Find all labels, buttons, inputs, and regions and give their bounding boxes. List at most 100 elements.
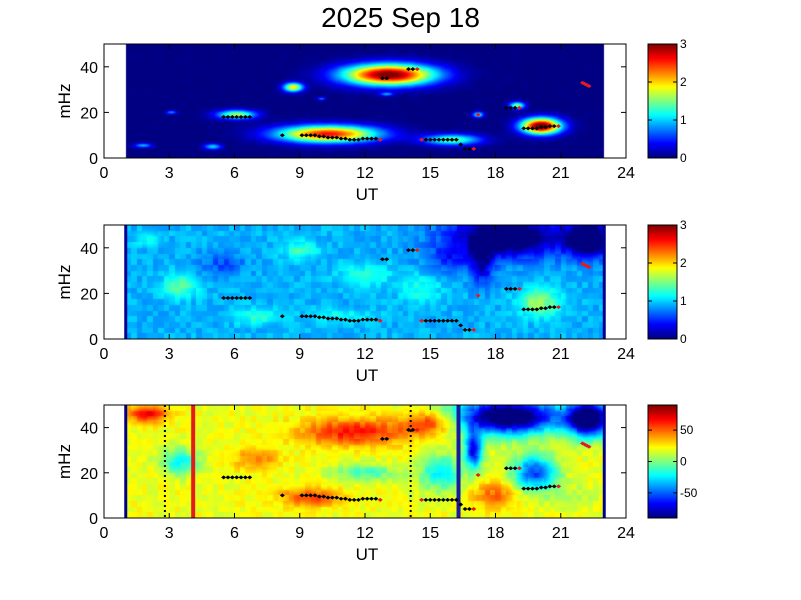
y-tick-label: 0 <box>89 151 98 168</box>
colorbar-tick-label: 0 <box>680 455 687 469</box>
x-tick-label: 18 <box>487 525 505 542</box>
colorbar-tick-label: 0 <box>680 151 687 165</box>
track-point <box>379 76 385 81</box>
track-point <box>321 494 327 499</box>
track-point <box>299 314 305 319</box>
track-point <box>414 427 420 432</box>
y-tick-label: 20 <box>80 105 98 122</box>
track-point <box>377 318 383 323</box>
track-point <box>238 475 244 480</box>
track-point <box>279 314 285 319</box>
track-point <box>462 146 468 151</box>
track-point <box>221 475 227 480</box>
track-point <box>466 506 472 511</box>
track-point <box>508 286 514 291</box>
track-point <box>379 257 385 262</box>
track-point <box>238 295 244 300</box>
track-point <box>432 497 438 502</box>
track-point <box>529 126 535 131</box>
track-point <box>445 318 451 323</box>
track-point <box>334 316 340 321</box>
track-point <box>342 317 348 322</box>
track-point <box>303 314 309 319</box>
track-point <box>432 318 438 323</box>
track-point <box>586 444 592 449</box>
track-point <box>423 318 429 323</box>
track-point <box>347 497 353 502</box>
track-point <box>503 466 509 471</box>
y-tick-label: 40 <box>80 60 98 77</box>
track-point <box>508 466 514 471</box>
track-point <box>338 136 344 141</box>
colorbar-tick-label: 2 <box>680 256 687 270</box>
track-point <box>406 67 411 72</box>
track-point <box>369 136 375 141</box>
track-point <box>279 133 285 138</box>
track-point <box>449 137 455 142</box>
track-point <box>512 466 518 471</box>
track-point <box>427 497 433 502</box>
track-point <box>221 114 227 119</box>
colorbar-tick-label: 3 <box>680 37 687 51</box>
track-point <box>440 318 446 323</box>
track-point <box>364 136 370 141</box>
track-point <box>534 307 540 312</box>
track-point <box>342 496 348 501</box>
track-point <box>556 484 562 489</box>
track-point <box>516 105 522 110</box>
track-point <box>440 137 446 142</box>
track-point <box>247 114 253 119</box>
track-point <box>329 316 335 321</box>
track-point <box>316 494 322 499</box>
y-tick-label: 40 <box>80 421 98 438</box>
track-point <box>384 76 390 81</box>
y-axis-label: mHz <box>55 444 74 479</box>
track-point <box>299 133 305 138</box>
track-point <box>351 137 357 142</box>
track-point <box>547 124 553 129</box>
track-point <box>342 136 348 141</box>
heatmap-panel-3: 0 3 6 9 12 15 18 21 24 0 20 40 UT mHz 50 0 -50 <box>55 404 698 564</box>
track-point <box>427 318 433 323</box>
colorbar-gradient <box>648 44 677 158</box>
track-point <box>516 286 522 291</box>
track-point <box>308 493 314 498</box>
track-point <box>406 248 411 253</box>
track-point <box>338 496 344 501</box>
track-point <box>225 475 231 480</box>
track-point <box>229 114 235 119</box>
track-point <box>351 318 357 323</box>
y-axis-label: mHz <box>55 84 74 119</box>
track-point <box>299 493 305 498</box>
track-point <box>453 137 459 142</box>
track-point <box>321 134 327 139</box>
track-point <box>471 506 477 511</box>
track-point <box>423 137 429 142</box>
x-tick-label: 6 <box>230 525 239 542</box>
track-point <box>379 436 385 441</box>
track-point <box>225 295 231 300</box>
track-point <box>471 327 477 332</box>
y-tick-label: 20 <box>80 466 98 483</box>
track-point <box>355 318 361 323</box>
track-point <box>308 314 314 319</box>
track-point <box>377 497 383 502</box>
track-point <box>551 124 557 129</box>
track-point <box>312 133 318 138</box>
x-tick-label: 9 <box>295 165 304 182</box>
x-tick-label: 0 <box>100 165 109 182</box>
track-point <box>410 248 416 253</box>
track-point <box>516 466 522 471</box>
heatmap-image <box>104 225 626 339</box>
x-tick-label: 3 <box>165 165 174 182</box>
track-point <box>329 495 335 500</box>
track-point <box>369 496 375 501</box>
track-point <box>308 133 314 138</box>
track-point <box>364 317 370 322</box>
x-axis-label: UT <box>356 366 379 385</box>
track-point <box>432 137 438 142</box>
track-point <box>462 327 468 332</box>
track-point <box>325 135 331 140</box>
track-point <box>419 318 425 323</box>
colorbar-1: 0 1 2 3 <box>647 37 687 165</box>
